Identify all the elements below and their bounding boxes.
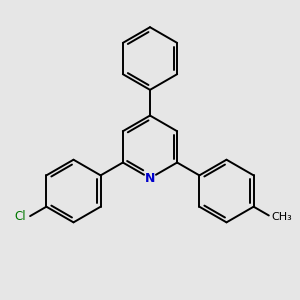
Text: N: N	[145, 172, 155, 185]
Text: Cl: Cl	[15, 210, 26, 223]
Text: CH₃: CH₃	[271, 212, 292, 222]
